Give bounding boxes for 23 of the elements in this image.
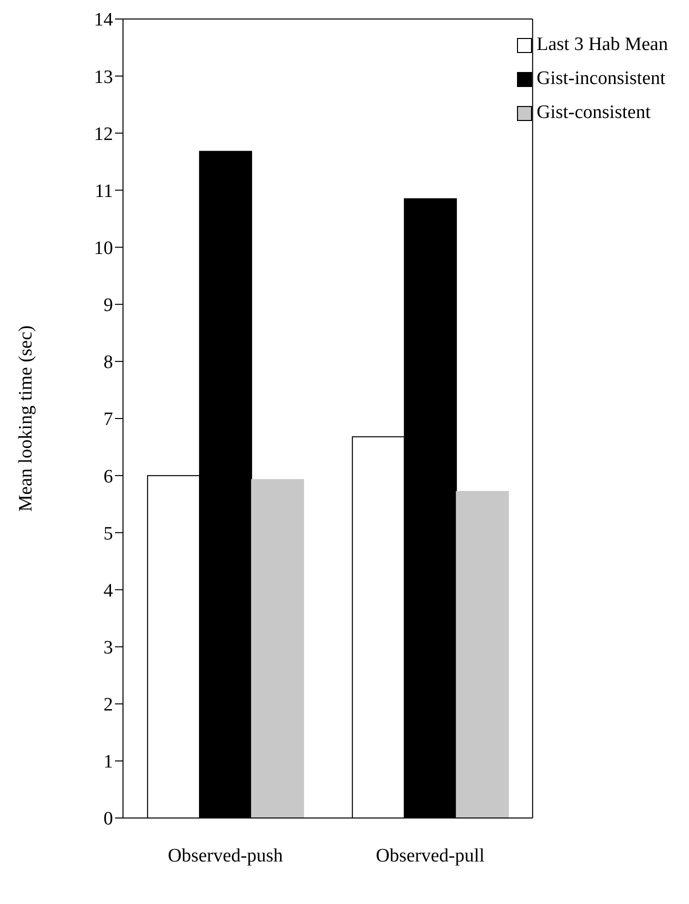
y-tick-label: 13 <box>94 66 113 88</box>
y-tick-label: 0 <box>104 808 113 830</box>
legend-label: Gist-inconsistent <box>536 67 666 91</box>
legend-label: Gist-consistent <box>536 101 651 125</box>
bar <box>251 479 304 818</box>
y-tick-label: 3 <box>104 638 113 659</box>
y-tick-label: 4 <box>104 580 114 602</box>
y-tick-label: 8 <box>104 352 113 374</box>
bar <box>456 491 509 818</box>
x-tick-label: Observed-pull <box>376 845 485 866</box>
y-tick-label: 5 <box>104 523 113 544</box>
y-tick-label: 6 <box>104 466 113 488</box>
y-tick-label: 11 <box>94 180 113 202</box>
y-tick-label: 12 <box>94 124 113 145</box>
y-tick-label: 2 <box>104 694 113 716</box>
y-tick-label: 7 <box>104 409 113 430</box>
legend-label: Last 3 Hab Mean <box>536 33 668 57</box>
y-tick-label: 14 <box>94 10 114 31</box>
y-tick-label: 9 <box>104 295 113 316</box>
y-tick-label: 10 <box>94 238 113 260</box>
y-axis-title: Mean looking time (sec) <box>16 325 37 512</box>
y-tick-label: 1 <box>104 752 113 773</box>
x-tick-label: Observed-push <box>168 845 284 866</box>
